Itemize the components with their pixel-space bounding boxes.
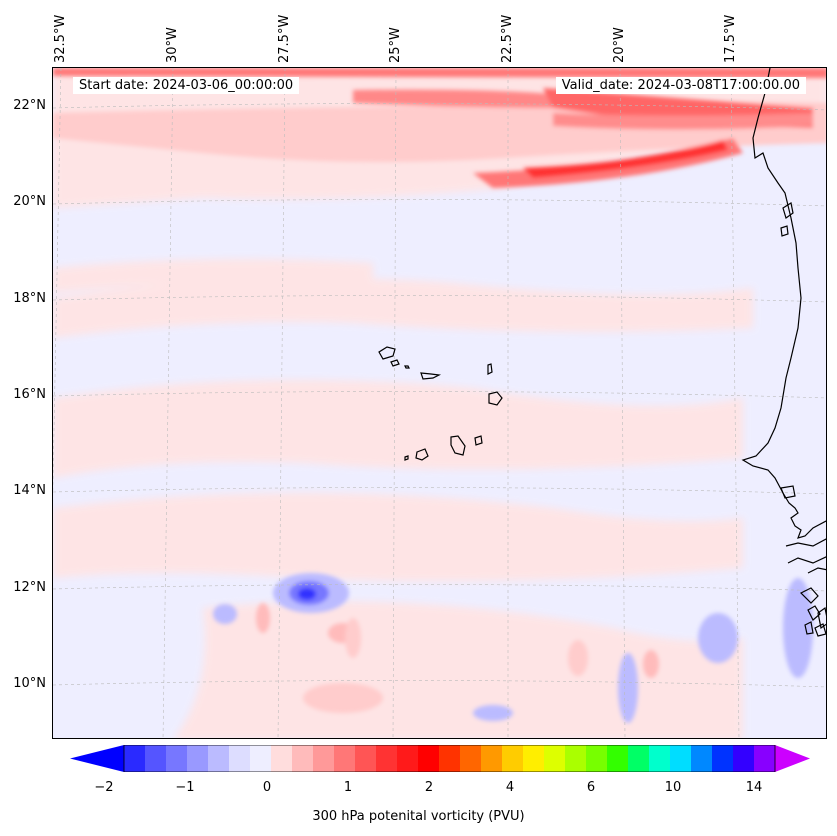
colorbar-cell <box>586 745 608 772</box>
start-date-label: Start date: 2024-03-06_00:00:00 <box>73 77 300 94</box>
cb-tick-4: 4 <box>505 780 515 795</box>
colorbar-cell <box>166 745 188 772</box>
colorbar-cell <box>523 745 545 772</box>
lat-label-14n: 14°N <box>13 483 46 498</box>
lat-label-22n: 22°N <box>13 98 46 113</box>
colorbar-cell <box>544 745 566 772</box>
valid-date-label: Valid_date: 2024-03-08T17:00:00.00 <box>555 77 806 94</box>
colorbar-cell <box>712 745 734 772</box>
colorbar-cell <box>670 745 692 772</box>
colorbar-cell <box>187 745 209 772</box>
colorbar-cell <box>271 745 293 772</box>
colorbar-low-arrow <box>70 745 124 772</box>
cb-tick-10: 10 <box>664 780 682 795</box>
colorbar-cell <box>292 745 314 772</box>
cape-verde-islands <box>378 346 503 461</box>
colorbar-high-arrow <box>775 745 810 772</box>
lat-label-12n: 12°N <box>13 580 46 595</box>
colorbar-label: 300 hPa potenital vorticity (PVU) <box>312 809 525 824</box>
lat-label-20n: 20°N <box>13 194 46 209</box>
cb-tick-minus2: −2 <box>94 780 114 795</box>
colorbar-cell <box>397 745 419 772</box>
blue-patches <box>213 573 813 723</box>
colorbar-cell <box>313 745 335 772</box>
colorbar-cell <box>439 745 461 772</box>
colorbar-cell <box>691 745 713 772</box>
red-blobs <box>256 603 659 713</box>
colorbar-cell <box>376 745 398 772</box>
gridlines <box>53 68 826 738</box>
colorbar-cell <box>628 745 650 772</box>
colorbar-cell <box>481 745 503 772</box>
cb-tick-14: 14 <box>745 780 763 795</box>
african-coastline <box>741 68 826 637</box>
colorbar-cell <box>124 745 146 772</box>
lat-label-18n: 18°N <box>13 291 46 306</box>
lon-label-27-5w: 27.5°W <box>277 14 292 63</box>
lon-label-22-5w: 22.5°W <box>500 14 515 63</box>
lat-label-10n: 10°N <box>13 676 46 691</box>
colorbar-cell <box>250 745 272 772</box>
lon-label-32-5w: 32.5°W <box>53 14 68 63</box>
colorbar-cell <box>418 745 440 772</box>
cb-tick-6: 6 <box>586 780 596 795</box>
upper-jet <box>53 68 826 188</box>
lon-label-30w: 30°W <box>165 27 180 63</box>
colorbar <box>70 745 810 772</box>
cb-tick-0: 0 <box>262 780 272 795</box>
colorbar-cell <box>355 745 377 772</box>
lon-label-25w: 25°W <box>388 27 403 63</box>
pv-map <box>53 68 826 738</box>
lon-label-17-5w: 17.5°W <box>723 14 738 63</box>
colorbar-cell <box>334 745 356 772</box>
lat-label-16n: 16°N <box>13 387 46 402</box>
colorbar-cell <box>733 745 755 772</box>
cb-tick-minus1: −1 <box>175 780 195 795</box>
map-panel: Start date: 2024-03-06_00:00:00 Valid_da… <box>52 67 827 739</box>
lon-label-20w: 20°W <box>612 27 627 63</box>
colorbar-cell <box>460 745 482 772</box>
colorbar-cell <box>649 745 671 772</box>
colorbar-cell <box>145 745 167 772</box>
colorbar-cell <box>229 745 251 772</box>
cb-tick-1: 1 <box>343 780 353 795</box>
colorbar-cell <box>502 745 524 772</box>
colorbar-cell <box>607 745 629 772</box>
colorbar-cell <box>565 745 587 772</box>
colorbar-cell <box>208 745 230 772</box>
cb-tick-2: 2 <box>424 780 434 795</box>
colorbar-cell <box>754 745 776 772</box>
